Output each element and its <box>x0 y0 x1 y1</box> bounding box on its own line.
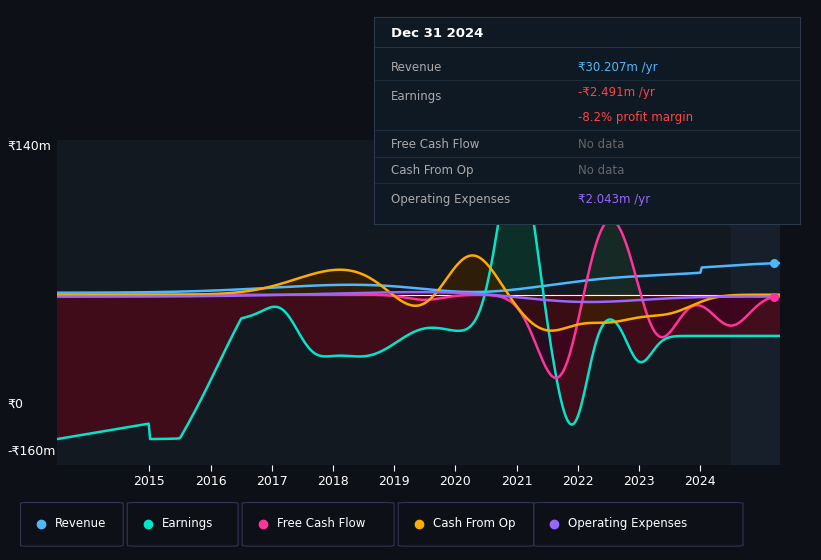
Text: Revenue: Revenue <box>55 517 107 530</box>
Text: Free Cash Flow: Free Cash Flow <box>391 138 479 151</box>
Text: Operating Expenses: Operating Expenses <box>568 517 687 530</box>
Text: Operating Expenses: Operating Expenses <box>391 193 510 206</box>
Text: Free Cash Flow: Free Cash Flow <box>277 517 365 530</box>
Text: -₹2.491m /yr: -₹2.491m /yr <box>579 86 655 99</box>
Point <box>768 292 781 301</box>
Point <box>768 259 781 268</box>
Text: Cash From Op: Cash From Op <box>433 517 515 530</box>
Text: No data: No data <box>579 164 625 176</box>
Text: Cash From Op: Cash From Op <box>391 164 473 176</box>
Text: Earnings: Earnings <box>391 90 442 103</box>
Text: ₹30.207m /yr: ₹30.207m /yr <box>579 61 658 74</box>
Text: Earnings: Earnings <box>162 517 213 530</box>
Text: No data: No data <box>579 138 625 151</box>
Text: -8.2% profit margin: -8.2% profit margin <box>579 111 694 124</box>
Text: ₹0: ₹0 <box>7 398 23 411</box>
Bar <box>731 140 780 465</box>
Text: -₹160m: -₹160m <box>7 445 55 458</box>
Text: Revenue: Revenue <box>391 61 442 74</box>
Text: ₹2.043m /yr: ₹2.043m /yr <box>579 193 651 206</box>
Text: ₹140m: ₹140m <box>7 140 51 153</box>
Text: Dec 31 2024: Dec 31 2024 <box>391 27 483 40</box>
